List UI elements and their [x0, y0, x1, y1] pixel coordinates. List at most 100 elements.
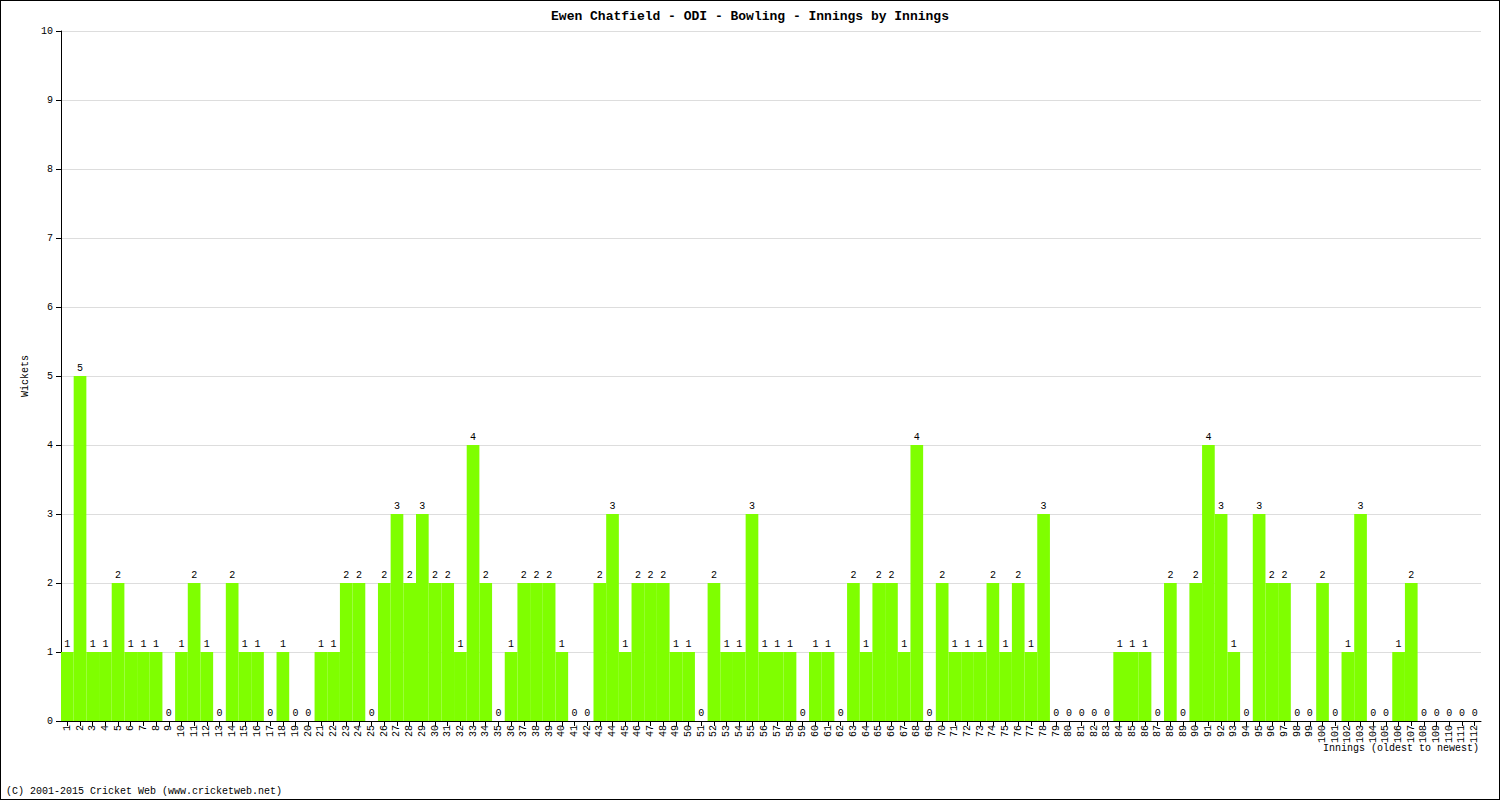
svg-text:88: 88: [1165, 725, 1176, 737]
svg-text:90: 90: [1190, 725, 1201, 737]
svg-text:0: 0: [1243, 708, 1249, 719]
svg-text:0: 0: [369, 708, 375, 719]
svg-text:1: 1: [178, 639, 184, 650]
svg-text:Innings (oldest to newest): Innings (oldest to newest): [1323, 743, 1479, 754]
svg-text:84: 84: [1114, 725, 1125, 737]
svg-text:89: 89: [1178, 725, 1189, 737]
svg-text:2: 2: [597, 570, 603, 581]
svg-text:0: 0: [1472, 708, 1478, 719]
svg-text:0: 0: [838, 708, 844, 719]
svg-text:112: 112: [1469, 725, 1480, 743]
svg-text:52: 52: [708, 725, 719, 737]
svg-text:0: 0: [1066, 708, 1072, 719]
svg-text:27: 27: [391, 725, 402, 737]
svg-text:3: 3: [47, 509, 53, 520]
svg-text:1: 1: [977, 639, 983, 650]
svg-text:108: 108: [1418, 725, 1429, 743]
svg-text:3: 3: [419, 501, 425, 512]
svg-text:0: 0: [1104, 708, 1110, 719]
svg-text:1: 1: [1231, 639, 1237, 650]
svg-text:0: 0: [1180, 708, 1186, 719]
svg-text:15: 15: [239, 725, 250, 737]
svg-text:2: 2: [990, 570, 996, 581]
svg-text:98: 98: [1292, 725, 1303, 737]
svg-text:29: 29: [417, 725, 428, 737]
svg-text:66: 66: [886, 725, 897, 737]
svg-text:1: 1: [331, 639, 337, 650]
svg-text:73: 73: [975, 725, 986, 737]
svg-text:1: 1: [622, 639, 628, 650]
svg-text:1: 1: [508, 639, 514, 650]
svg-text:43: 43: [594, 725, 605, 737]
svg-text:78: 78: [1038, 725, 1049, 737]
svg-text:4: 4: [1205, 432, 1211, 443]
svg-text:0: 0: [1307, 708, 1313, 719]
svg-text:0: 0: [1294, 708, 1300, 719]
svg-text:37: 37: [518, 725, 529, 737]
svg-text:104: 104: [1368, 725, 1379, 743]
svg-text:64: 64: [861, 725, 872, 737]
svg-text:0: 0: [1446, 708, 1452, 719]
svg-text:44: 44: [607, 725, 618, 737]
svg-text:1: 1: [1003, 639, 1009, 650]
svg-text:0: 0: [1434, 708, 1440, 719]
svg-text:51: 51: [696, 725, 707, 737]
svg-text:2: 2: [407, 570, 413, 581]
svg-text:109: 109: [1431, 725, 1442, 743]
svg-text:54: 54: [734, 725, 745, 737]
svg-text:71: 71: [949, 725, 960, 737]
svg-text:20: 20: [303, 725, 314, 737]
svg-text:2: 2: [191, 570, 197, 581]
svg-text:1: 1: [1028, 639, 1034, 650]
svg-text:79: 79: [1051, 725, 1062, 737]
svg-text:111: 111: [1456, 725, 1467, 743]
svg-text:40: 40: [556, 725, 567, 737]
svg-text:6: 6: [47, 302, 53, 313]
svg-text:2: 2: [1320, 570, 1326, 581]
svg-text:1: 1: [140, 639, 146, 650]
svg-text:2: 2: [533, 570, 539, 581]
svg-text:95: 95: [1254, 725, 1265, 737]
svg-text:2: 2: [939, 570, 945, 581]
svg-text:1: 1: [1396, 639, 1402, 650]
svg-text:7: 7: [47, 233, 53, 244]
svg-text:70: 70: [937, 725, 948, 737]
svg-text:11: 11: [189, 725, 200, 737]
svg-text:1: 1: [965, 639, 971, 650]
svg-text:38: 38: [531, 725, 542, 737]
svg-text:28: 28: [404, 725, 415, 737]
svg-text:62: 62: [835, 725, 846, 737]
svg-text:75: 75: [1000, 725, 1011, 737]
svg-text:13: 13: [214, 725, 225, 737]
svg-text:1: 1: [47, 647, 53, 658]
svg-text:35: 35: [493, 725, 504, 737]
svg-text:2: 2: [432, 570, 438, 581]
svg-text:30: 30: [430, 725, 441, 737]
svg-text:48: 48: [658, 725, 669, 737]
svg-text:33: 33: [468, 725, 479, 737]
svg-text:87: 87: [1152, 725, 1163, 737]
svg-text:81: 81: [1076, 725, 1087, 737]
svg-text:36: 36: [506, 725, 517, 737]
svg-text:93: 93: [1228, 725, 1239, 737]
svg-text:1: 1: [153, 639, 159, 650]
svg-text:103: 103: [1355, 725, 1366, 743]
svg-text:0: 0: [1053, 708, 1059, 719]
svg-text:2: 2: [229, 570, 235, 581]
svg-text:10: 10: [176, 725, 187, 737]
svg-text:2: 2: [483, 570, 489, 581]
svg-text:0: 0: [1079, 708, 1085, 719]
svg-text:83: 83: [1101, 725, 1112, 737]
svg-text:25: 25: [366, 725, 377, 737]
svg-text:3: 3: [87, 725, 98, 731]
svg-text:2: 2: [1015, 570, 1021, 581]
svg-text:21: 21: [315, 725, 326, 737]
svg-text:0: 0: [1091, 708, 1097, 719]
svg-text:17: 17: [265, 725, 276, 737]
svg-text:1: 1: [1117, 639, 1123, 650]
svg-text:55: 55: [746, 725, 757, 737]
svg-text:1: 1: [1345, 639, 1351, 650]
svg-text:1: 1: [762, 639, 768, 650]
svg-text:16: 16: [252, 725, 263, 737]
svg-text:2: 2: [888, 570, 894, 581]
